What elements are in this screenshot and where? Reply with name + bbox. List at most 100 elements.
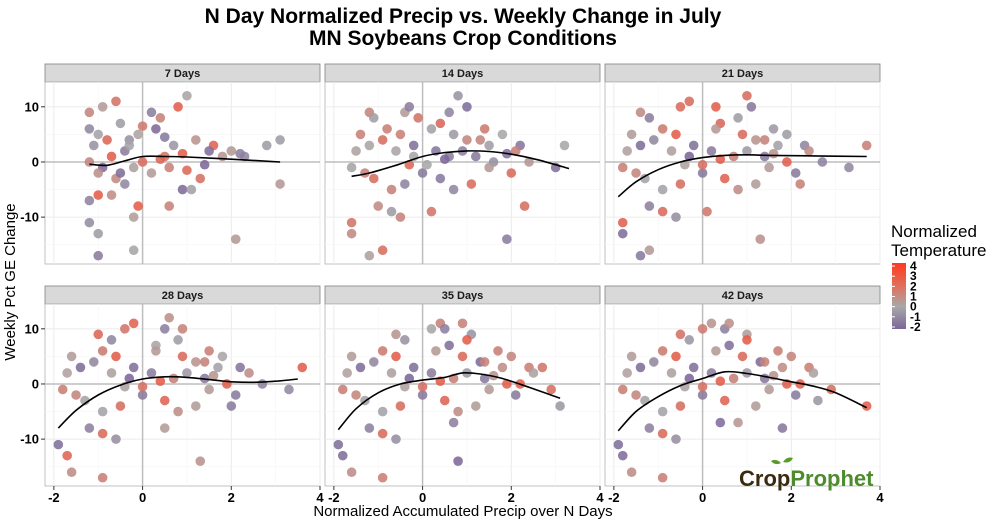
data-point bbox=[400, 381, 410, 392]
data-point bbox=[146, 168, 157, 178]
data-point bbox=[261, 140, 272, 151]
data-point bbox=[111, 351, 121, 362]
y-tick-label: 10 bbox=[25, 99, 39, 114]
data-point bbox=[728, 151, 739, 162]
chart-subtitle: MN Soybeans Crop Conditions bbox=[309, 27, 617, 50]
panel-strip-label: 14 Days bbox=[442, 68, 484, 80]
panel-background bbox=[604, 81, 881, 265]
data-point bbox=[284, 384, 294, 395]
x-tick-label: -2 bbox=[328, 490, 340, 505]
panel-strip-label: 35 Days bbox=[442, 290, 484, 302]
data-point bbox=[764, 384, 774, 395]
data-point bbox=[808, 368, 819, 378]
y-tick-label: -10 bbox=[20, 210, 39, 225]
data-point bbox=[97, 406, 108, 417]
data-point bbox=[191, 135, 201, 145]
x-tick-label: 2 bbox=[228, 490, 235, 505]
data-point bbox=[120, 324, 130, 334]
data-point bbox=[697, 390, 708, 400]
data-point bbox=[146, 368, 157, 378]
facet-panel: 21 Days bbox=[604, 63, 881, 265]
data-point bbox=[257, 379, 268, 389]
data-point bbox=[97, 346, 108, 356]
data-point bbox=[759, 357, 770, 367]
data-point bbox=[453, 456, 463, 466]
data-point bbox=[297, 362, 308, 373]
data-point bbox=[377, 135, 388, 145]
data-point bbox=[115, 168, 126, 178]
x-tick-label: 2 bbox=[788, 490, 795, 505]
data-point bbox=[400, 179, 410, 189]
data-point bbox=[666, 368, 677, 378]
data-point bbox=[733, 113, 743, 123]
data-point bbox=[75, 362, 86, 373]
data-point bbox=[93, 168, 104, 178]
data-point bbox=[448, 184, 459, 195]
data-point bbox=[804, 146, 814, 156]
data-point bbox=[697, 159, 708, 170]
y-tick-label: 0 bbox=[32, 376, 39, 391]
data-point bbox=[684, 335, 695, 345]
data-point bbox=[355, 362, 366, 373]
data-point bbox=[479, 124, 490, 134]
data-point bbox=[84, 423, 95, 433]
data-point bbox=[373, 201, 384, 211]
data-point bbox=[728, 373, 739, 384]
data-point bbox=[439, 154, 450, 165]
data-point bbox=[782, 129, 792, 140]
data-point bbox=[155, 376, 166, 387]
data-point bbox=[159, 423, 170, 433]
data-point bbox=[555, 401, 565, 411]
data-point bbox=[751, 401, 761, 411]
panel-strip-label: 42 Days bbox=[722, 290, 764, 302]
data-point bbox=[386, 184, 397, 195]
legend-label: 0 bbox=[910, 300, 917, 314]
data-point bbox=[861, 401, 872, 411]
data-point bbox=[128, 245, 139, 256]
data-point bbox=[128, 162, 139, 173]
data-point bbox=[697, 168, 708, 178]
panel-strip-label: 21 Days bbox=[722, 68, 764, 80]
data-point bbox=[377, 428, 388, 439]
data-point bbox=[404, 373, 415, 384]
data-point bbox=[711, 124, 721, 134]
data-point bbox=[715, 417, 726, 428]
data-point bbox=[719, 173, 730, 184]
data-point bbox=[62, 368, 72, 378]
data-point bbox=[159, 132, 170, 142]
data-point bbox=[115, 118, 126, 129]
data-point bbox=[137, 121, 148, 131]
data-point bbox=[364, 140, 375, 151]
smooth-fit-line bbox=[337, 371, 561, 431]
data-point bbox=[377, 406, 388, 417]
data-point bbox=[471, 401, 481, 411]
data-point bbox=[346, 162, 357, 173]
data-point bbox=[444, 107, 454, 118]
data-point bbox=[510, 390, 521, 400]
data-point bbox=[204, 146, 214, 156]
data-point bbox=[768, 124, 779, 134]
data-point bbox=[151, 346, 161, 356]
data-point bbox=[635, 107, 646, 118]
data-point bbox=[617, 384, 628, 395]
data-point bbox=[351, 390, 361, 400]
data-point bbox=[395, 129, 406, 140]
data-point bbox=[342, 368, 352, 378]
data-point bbox=[457, 318, 468, 329]
data-point bbox=[764, 162, 774, 173]
data-point bbox=[404, 102, 415, 112]
data-point bbox=[635, 250, 646, 261]
data-point bbox=[133, 201, 143, 211]
data-point bbox=[475, 135, 486, 145]
x-tick-label: 0 bbox=[699, 490, 706, 505]
data-point bbox=[666, 146, 677, 156]
data-point bbox=[751, 135, 761, 145]
data-point bbox=[93, 190, 104, 200]
data-point bbox=[688, 140, 699, 151]
data-point bbox=[680, 159, 690, 170]
data-point bbox=[173, 406, 183, 417]
data-point bbox=[159, 395, 170, 406]
data-point bbox=[84, 107, 95, 118]
data-point bbox=[115, 401, 126, 411]
data-point bbox=[395, 401, 406, 411]
